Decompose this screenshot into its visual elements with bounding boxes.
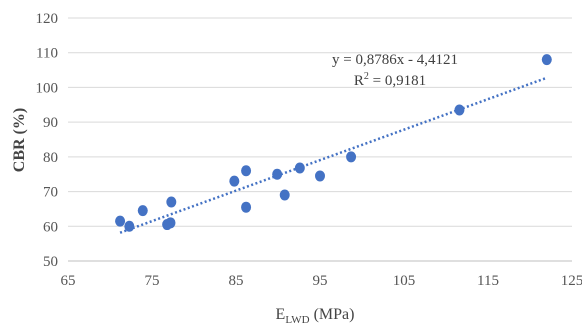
y-tick-label: 110 <box>36 46 58 62</box>
y-tick-label: 120 <box>36 11 59 27</box>
data-point <box>241 165 252 177</box>
gridlines <box>68 17 572 227</box>
r-squared-label: R2 = 0,9181 <box>354 71 426 89</box>
data-point <box>315 170 325 182</box>
x-tick-labels: 65 75 85 95 105 115 125 <box>61 273 582 289</box>
data-point <box>165 217 176 229</box>
data-point <box>137 205 148 217</box>
data-point <box>346 151 357 163</box>
data-point <box>294 162 305 174</box>
y-tick-label: 80 <box>43 150 58 166</box>
y-tick-label: 90 <box>43 115 58 131</box>
data-point <box>115 215 126 227</box>
y-tick-label: 70 <box>43 185 58 201</box>
x-tick-label: 115 <box>477 273 499 289</box>
data-point <box>272 168 283 180</box>
data-point <box>541 54 552 66</box>
data-point <box>229 175 240 187</box>
y-tick-labels: 50 60 70 80 90 100 110 120 <box>36 11 59 270</box>
trendline-equation: y = 0,8786x - 4,4121 <box>332 52 458 68</box>
x-tick-label: 75 <box>145 273 160 289</box>
x-tick-label: 65 <box>61 273 76 289</box>
x-tick-label: 95 <box>313 273 328 289</box>
trendline <box>119 76 548 234</box>
data-points <box>115 54 552 232</box>
data-point <box>124 220 135 232</box>
y-tick-label: 60 <box>43 219 58 235</box>
data-point <box>166 196 177 208</box>
x-axis-title: ELWD (MPa) <box>276 306 355 325</box>
y-tick-label: 100 <box>36 80 59 96</box>
x-tick-label: 125 <box>561 273 582 289</box>
data-point <box>241 201 252 213</box>
x-tick-label: 85 <box>229 273 244 289</box>
y-axis-title: CBR (%) <box>11 108 28 172</box>
data-point <box>454 104 465 116</box>
x-tick-label: 105 <box>393 273 416 289</box>
data-point <box>279 189 290 201</box>
y-tick-label: 50 <box>43 254 58 270</box>
